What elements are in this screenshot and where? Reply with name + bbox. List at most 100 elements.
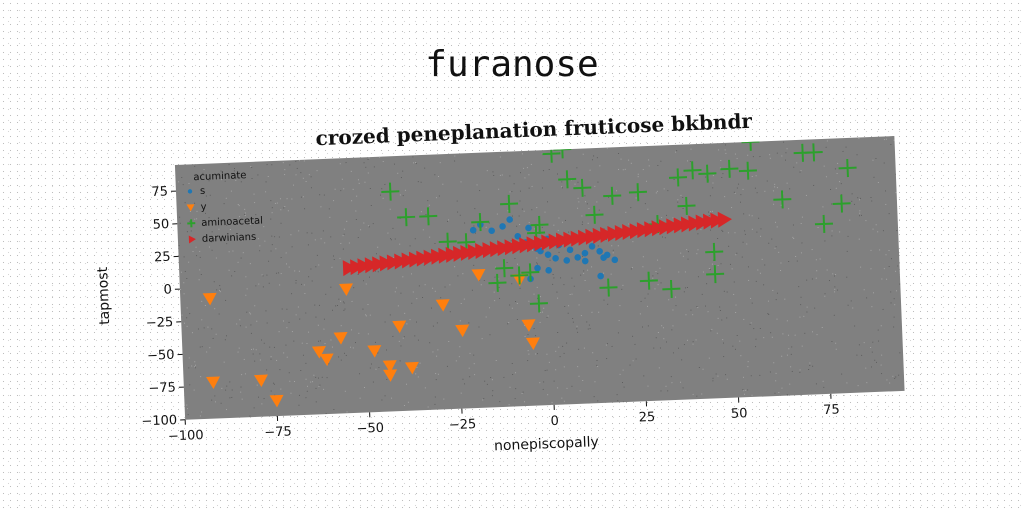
- noise-dot: [515, 372, 517, 374]
- data-point: [430, 248, 446, 265]
- noise-dot: [275, 272, 277, 274]
- noise-dot: [597, 365, 599, 367]
- noise-dot: [539, 321, 541, 323]
- data-point: [555, 232, 571, 249]
- noise-dot: [591, 266, 593, 268]
- noise-dot: [831, 203, 833, 205]
- noise-dot: [707, 311, 709, 313]
- noise-dot: [755, 346, 757, 348]
- legend-marker: [187, 219, 196, 228]
- noise-dot: [268, 282, 270, 284]
- noise-dot: [507, 210, 509, 212]
- data-point: [408, 251, 424, 268]
- noise-dot: [871, 306, 873, 308]
- noise-dot: [523, 210, 525, 212]
- noise-dot: [516, 263, 518, 265]
- noise-dot: [890, 258, 892, 260]
- noise-dot: [721, 176, 723, 179]
- noise-dot: [736, 158, 738, 160]
- noise-dot: [778, 251, 780, 253]
- noise-dot: [259, 353, 261, 355]
- data-point: [311, 346, 326, 359]
- noise-dot: [519, 200, 521, 202]
- noise-dot: [399, 194, 401, 196]
- noise-dot: [288, 372, 290, 374]
- noise-dot: [244, 373, 246, 375]
- noise-dot: [254, 305, 256, 307]
- noise-dot: [509, 386, 511, 388]
- data-point: [495, 259, 514, 278]
- noise-dot: [343, 228, 345, 230]
- noise-dot: [631, 267, 633, 269]
- noise-dot: [211, 231, 213, 233]
- noise-dot: [582, 221, 584, 223]
- noise-dot: [305, 312, 307, 314]
- data-point: [738, 161, 757, 180]
- data-point: [499, 223, 506, 230]
- noise-dot: [553, 224, 555, 226]
- noise-dot: [743, 393, 746, 395]
- data-point: [611, 256, 619, 264]
- noise-dot: [654, 288, 656, 290]
- noise-dot: [485, 226, 487, 228]
- noise-dot: [860, 214, 863, 216]
- noise-dot: [358, 182, 360, 184]
- noise-dot: [473, 225, 475, 227]
- noise-dot: [883, 162, 885, 164]
- noise-dot: [344, 390, 346, 392]
- data-point: [488, 227, 495, 235]
- noise-dot: [357, 273, 359, 276]
- noise-dot: [369, 314, 371, 316]
- noise-dot: [483, 398, 485, 400]
- noise-dot: [400, 345, 402, 347]
- noise-dot: [628, 223, 630, 225]
- noise-dot: [290, 392, 292, 394]
- noise-dot: [300, 196, 302, 198]
- noise-dot: [194, 367, 196, 369]
- noise-dot: [739, 340, 741, 342]
- data-point: [629, 223, 644, 240]
- noise-dot: [801, 216, 803, 218]
- noise-dot: [774, 186, 776, 188]
- noise-dot: [523, 401, 526, 403]
- noise-dot: [493, 291, 495, 293]
- noise-dot: [872, 292, 875, 294]
- noise-dot: [594, 381, 596, 383]
- noise-dot: [338, 298, 340, 300]
- noise-dot: [617, 245, 619, 247]
- legend: acuminate sy aminoacetal darwinians: [186, 170, 263, 245]
- noise-dot: [825, 146, 827, 148]
- x-tick-label: 75: [823, 402, 840, 418]
- noise-dot: [350, 329, 353, 331]
- noise-dot: [744, 230, 746, 232]
- data-point: [658, 219, 674, 236]
- data-point: [510, 266, 529, 285]
- noise-dot: [685, 314, 687, 316]
- noise-dot: [398, 340, 400, 342]
- noise-dot: [416, 298, 418, 300]
- noise-dot: [262, 275, 264, 277]
- noise-dot: [416, 321, 418, 323]
- noise-dot: [769, 157, 771, 159]
- noise-dot: [733, 191, 735, 193]
- noise-dot: [698, 366, 700, 368]
- noise-dot: [509, 304, 511, 306]
- noise-dot: [474, 374, 476, 376]
- noise-dot: [449, 311, 451, 313]
- noise-dot: [291, 246, 293, 248]
- noise-dot: [250, 348, 253, 350]
- noise-dot: [692, 343, 694, 345]
- noise-dot: [511, 191, 513, 193]
- noise-dot: [331, 346, 333, 348]
- noise-dot: [774, 392, 776, 394]
- noise-dot: [776, 226, 778, 228]
- legend-marker: [186, 204, 195, 212]
- noise-dot: [833, 314, 835, 316]
- noise-dot: [671, 329, 673, 331]
- noise-dot: [632, 241, 634, 243]
- data-point: [548, 233, 563, 250]
- noise-dot: [812, 331, 814, 333]
- noise-dot: [659, 267, 661, 269]
- noise-dot: [841, 373, 843, 375]
- noise-dot: [527, 350, 529, 352]
